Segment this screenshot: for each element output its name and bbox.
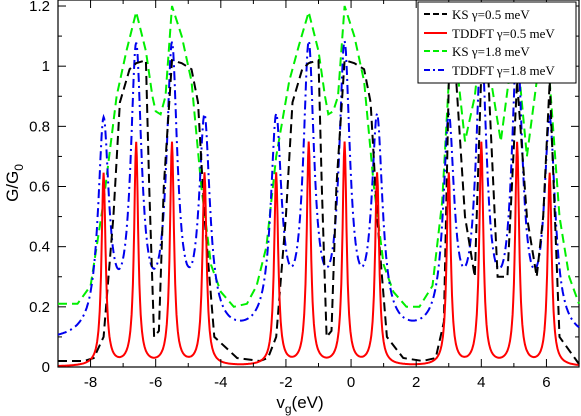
y-axis-label: G/G0 bbox=[3, 164, 26, 202]
y-tick-label: 0.8 bbox=[29, 118, 50, 135]
x-tick-label: -2 bbox=[279, 374, 292, 391]
x-tick-label: 0 bbox=[347, 374, 355, 391]
x-axis-label: vg(eV) bbox=[276, 393, 323, 416]
x-tick-label: -4 bbox=[214, 374, 227, 391]
series-line-2 bbox=[58, 5, 580, 308]
legend-label-ks-18: KS γ=1.8 meV bbox=[452, 44, 530, 59]
x-tick-label: 2 bbox=[412, 374, 420, 391]
legend-box bbox=[417, 1, 577, 84]
y-tick-label: 0.2 bbox=[29, 299, 50, 316]
series-line-1 bbox=[58, 141, 580, 367]
x-tick-label: 6 bbox=[542, 374, 550, 391]
ticks-layer: -8 -6 -4 -2 0 2 4 6 0 0.2 0.4 0.6 0.8 1 1.2 bbox=[29, 0, 580, 391]
y-tick-label: 0.4 bbox=[29, 239, 50, 256]
x-tick-label: -8 bbox=[84, 374, 97, 391]
legend-label-tddft-05: TDDFT γ=0.5 meV bbox=[452, 26, 555, 41]
y-tick-label: 0.6 bbox=[29, 179, 50, 196]
legend-label-tddft-18: TDDFT γ=1.8 meV bbox=[452, 63, 555, 78]
x-tick-label: -6 bbox=[149, 374, 162, 391]
series-line-3 bbox=[57, 40, 580, 336]
y-tick-label: 0 bbox=[42, 359, 50, 376]
y-tick-label: 1.2 bbox=[29, 0, 50, 15]
x-tick-label: 4 bbox=[477, 374, 485, 391]
series-layer bbox=[57, 5, 580, 367]
y-tick-label: 1 bbox=[42, 58, 50, 75]
series-line-0 bbox=[58, 58, 580, 365]
legend-label-ks-05: KS γ=0.5 meV bbox=[452, 7, 530, 22]
legend: KS γ=0.5 meV TDDFT γ=0.5 meV KS γ=1.8 me… bbox=[417, 1, 577, 84]
